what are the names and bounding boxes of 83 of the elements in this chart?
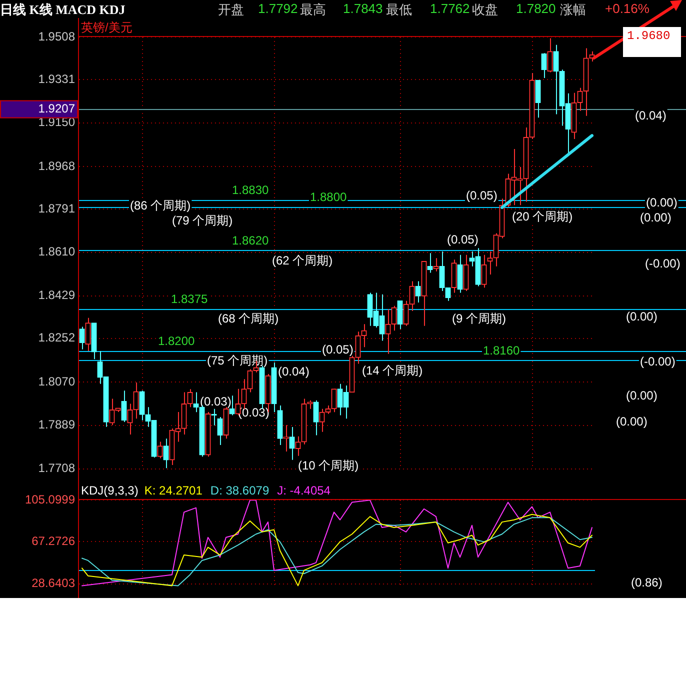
- candlestick: [313, 400, 319, 436]
- ref-line-label: 1.8200: [158, 334, 196, 348]
- candlestick: [433, 258, 439, 272]
- candlestick: [163, 438, 169, 469]
- annotation: (20 个周期): [512, 209, 573, 224]
- y-tick-label: 1.9150: [38, 115, 76, 130]
- candlestick: [229, 395, 235, 416]
- y-tick-label: 1.8610: [38, 244, 76, 259]
- candlestick: [217, 416, 223, 446]
- candlestick: [463, 254, 469, 292]
- candlestick: [487, 250, 493, 275]
- candlestick: [139, 390, 145, 421]
- text: (0.00): [640, 210, 672, 224]
- y-tick-label: 1.8252: [38, 330, 76, 345]
- text: 收盘: [472, 1, 498, 19]
- candlestick: [535, 80, 541, 118]
- text: D: 38.6079: [210, 483, 270, 498]
- candlestick: [295, 436, 301, 456]
- text: 1.7820: [516, 1, 556, 16]
- text: (0.04): [635, 108, 666, 122]
- y-tick-label: 1.9508: [38, 29, 76, 44]
- annotation: (9 个周期): [452, 311, 506, 326]
- ref-line-label: 1.8375: [171, 292, 208, 306]
- annotation: (86 个周期): [130, 198, 191, 212]
- y-tick-label: 28.6403: [32, 576, 76, 590]
- text: 1.7843: [343, 1, 383, 16]
- text: (0.00): [616, 414, 648, 428]
- y-tick-label: 1.8070: [38, 374, 76, 388]
- text: 涨幅: [560, 1, 586, 19]
- candlestick: [457, 254, 463, 294]
- annotation: (0.05): [466, 188, 498, 202]
- chart-title: 英镑/美元: [81, 20, 132, 34]
- y-tick-label: 105.0999: [24, 492, 76, 506]
- candlestick: [427, 252, 433, 274]
- text: (-0.00): [645, 256, 680, 270]
- candlestick: [541, 52, 547, 79]
- candlestick: [85, 317, 91, 352]
- text: (-0.00): [640, 354, 676, 368]
- text: +0.16%: [605, 1, 650, 16]
- annotation: (10 个周期): [298, 458, 359, 472]
- y-tick-label: 1.8791: [38, 201, 76, 216]
- annotation: (0.05): [447, 232, 478, 246]
- candlestick: [397, 300, 403, 330]
- candlestick: [121, 390, 127, 423]
- candlestick: [451, 259, 457, 294]
- ref-line-label: 1.9207: [38, 102, 76, 116]
- annotation: (14 个周期): [362, 363, 423, 378]
- annotation: (0.03): [200, 394, 232, 408]
- annotation: (0.05): [322, 342, 354, 356]
- text: (0.00): [626, 388, 658, 402]
- y-tick-label: 67.2726: [32, 534, 76, 548]
- candlestick: [481, 254, 487, 288]
- candlestick: [157, 441, 163, 459]
- annotation: (0.04): [278, 364, 310, 378]
- annotation: (62 个周期): [272, 253, 333, 268]
- candlestick: [415, 280, 421, 304]
- series-label: J: -4.4054: [277, 483, 331, 498]
- text: 最高: [300, 1, 326, 19]
- ref-line-label: 1.8160: [483, 344, 520, 358]
- text: 最低: [386, 1, 412, 19]
- chart-title: KDJ(9,3,3): [81, 483, 138, 498]
- y-tick-label: 1.9331: [38, 72, 76, 86]
- text: 1.7762: [430, 1, 470, 16]
- text: (0.00): [646, 195, 678, 210]
- y-tick-label: 1.7889: [38, 418, 76, 432]
- y-tick-label: 1.8968: [38, 158, 76, 173]
- text: (0.86): [631, 575, 662, 590]
- ref-line-label: 1.8800: [310, 190, 348, 204]
- candlestick: [79, 326, 85, 350]
- ref-line-label: 1.8620: [232, 233, 270, 248]
- annotation: (68 个周期): [218, 311, 279, 326]
- text: K: 24.2701: [144, 483, 203, 498]
- ref-line-label: 1.8830: [232, 182, 270, 197]
- text: (0.00): [626, 309, 658, 324]
- text: 日线 K线 MACD KDJ: [0, 1, 126, 19]
- text: 1.7792: [258, 1, 298, 16]
- y-tick-label: 1.8429: [38, 288, 76, 302]
- candlestick: [289, 426, 295, 460]
- text: 1.9680: [623, 27, 681, 57]
- annotation: (79 个周期): [172, 213, 233, 228]
- candlestick: [547, 38, 553, 73]
- text: 开盘: [218, 1, 244, 19]
- y-tick-label: 1.7708: [38, 461, 76, 476]
